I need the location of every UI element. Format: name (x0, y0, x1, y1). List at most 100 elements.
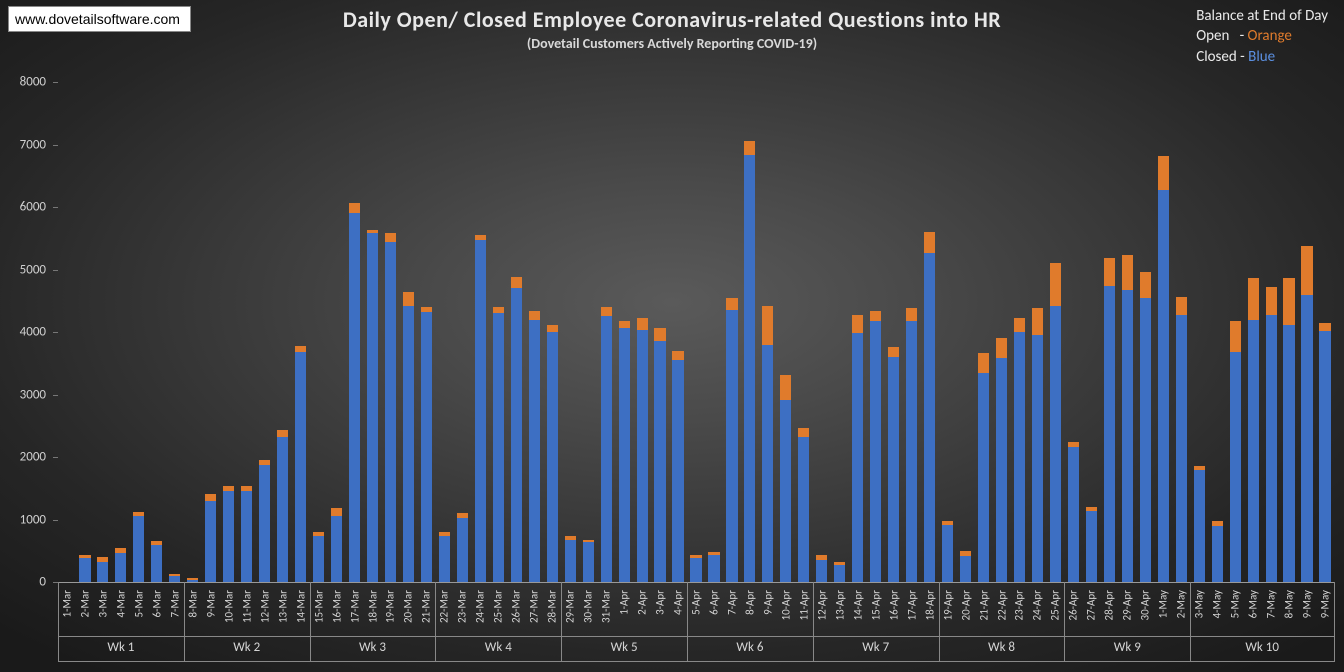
bar-open (421, 307, 432, 312)
plot-area (58, 82, 1334, 582)
bar (1050, 82, 1061, 582)
bar-closed (1140, 298, 1151, 582)
bar-open (1014, 318, 1025, 332)
bar (403, 82, 414, 582)
week-label: Wk 9 (1114, 640, 1141, 655)
bar-closed (313, 536, 324, 582)
bar (1068, 82, 1079, 582)
bar (1283, 82, 1294, 582)
bar-open (816, 555, 827, 560)
bar-closed (457, 518, 468, 582)
bar-closed (637, 330, 648, 583)
chart-subtitle: (Dovetail Customers Actively Reporting C… (0, 35, 1344, 52)
bar-open (79, 555, 90, 559)
bar-open (762, 306, 773, 345)
bar-closed (1014, 332, 1025, 582)
bar (978, 82, 989, 582)
x-axis-label: 14-Apr (852, 590, 863, 621)
bar-closed (115, 553, 126, 582)
bar-closed (295, 352, 306, 582)
x-axis-label: 8-Mar (187, 590, 198, 617)
x-axis-label: 15-Mar (313, 590, 324, 623)
bar (1266, 82, 1277, 582)
bar (457, 82, 468, 582)
bar (744, 82, 755, 582)
bar-closed (367, 233, 378, 582)
x-axis-label: 5-May (1230, 590, 1241, 618)
bar-closed (169, 576, 180, 582)
x-axis-label: 9-May (1320, 590, 1331, 618)
bar (223, 82, 234, 582)
bar (1301, 82, 1312, 582)
x-axis-label: 26-Apr (1068, 590, 1079, 621)
bar-closed (385, 242, 396, 582)
x-axis-label: 11-Apr (798, 590, 809, 621)
week-separator (939, 582, 940, 662)
x-axis-label: 20-Apr (960, 590, 971, 621)
x-axis-label: 6-Apr (708, 590, 719, 615)
bar-open (780, 375, 791, 400)
bar (1032, 82, 1043, 582)
bar (762, 82, 773, 582)
week-label: Wk 4 (485, 640, 512, 655)
bar (1194, 82, 1205, 582)
bar-closed (1319, 331, 1330, 582)
bar-closed (493, 313, 504, 582)
bar (816, 82, 827, 582)
bar-closed (511, 288, 522, 582)
bar-closed (960, 556, 971, 582)
y-axis-tick (53, 457, 58, 458)
bar (79, 82, 90, 582)
legend-closed-label: Closed (1196, 48, 1237, 66)
bar-closed (79, 558, 90, 582)
bar-closed (439, 536, 450, 582)
bar (439, 82, 450, 582)
bar-closed (475, 240, 486, 583)
bar-closed (187, 580, 198, 583)
x-axis-label: 16-Apr (888, 590, 899, 621)
bar-closed (996, 358, 1007, 582)
bar-closed (1283, 325, 1294, 583)
bar-open (1230, 321, 1241, 352)
bar (834, 82, 845, 582)
bar (295, 82, 306, 582)
x-axis-label: 25-Mar (493, 590, 504, 623)
bar (565, 82, 576, 582)
bar (1122, 82, 1133, 582)
bar-closed (1050, 306, 1061, 582)
bar-closed (672, 360, 683, 583)
bar-closed (1266, 315, 1277, 583)
bar-open (529, 311, 540, 320)
bar (924, 82, 935, 582)
chart-title: Daily Open/ Closed Employee Coronavirus-… (0, 6, 1344, 33)
bar-open (1122, 255, 1133, 290)
bar-open (1050, 263, 1061, 306)
bar-closed (421, 312, 432, 582)
bar-closed (942, 525, 953, 583)
x-axis-label: 5-Mar (133, 590, 144, 617)
bar-open (1176, 297, 1187, 315)
bar-open (1301, 246, 1312, 295)
bar-closed (690, 558, 701, 582)
bar-open (1104, 258, 1115, 286)
bar-open (1319, 323, 1330, 331)
bar-closed (331, 516, 342, 582)
bar-closed (1086, 511, 1097, 582)
week-label: Wk 8 (988, 640, 1015, 655)
y-axis-tick (53, 395, 58, 396)
bar-open (115, 548, 126, 553)
bar-open (547, 325, 558, 333)
bar-closed (906, 321, 917, 582)
bar-open (906, 308, 917, 321)
bar-open (295, 346, 306, 352)
x-axis-label: 9-May (1302, 590, 1313, 618)
x-axis-label: 1-May (1158, 590, 1169, 618)
bar (798, 82, 809, 582)
bar-open (708, 552, 719, 555)
bar (960, 82, 971, 582)
bar-open (1140, 272, 1151, 298)
x-axis-label: 30-Apr (1140, 590, 1151, 621)
bar-open (1266, 287, 1277, 315)
bar-open (205, 494, 216, 501)
bar-closed (97, 562, 108, 582)
